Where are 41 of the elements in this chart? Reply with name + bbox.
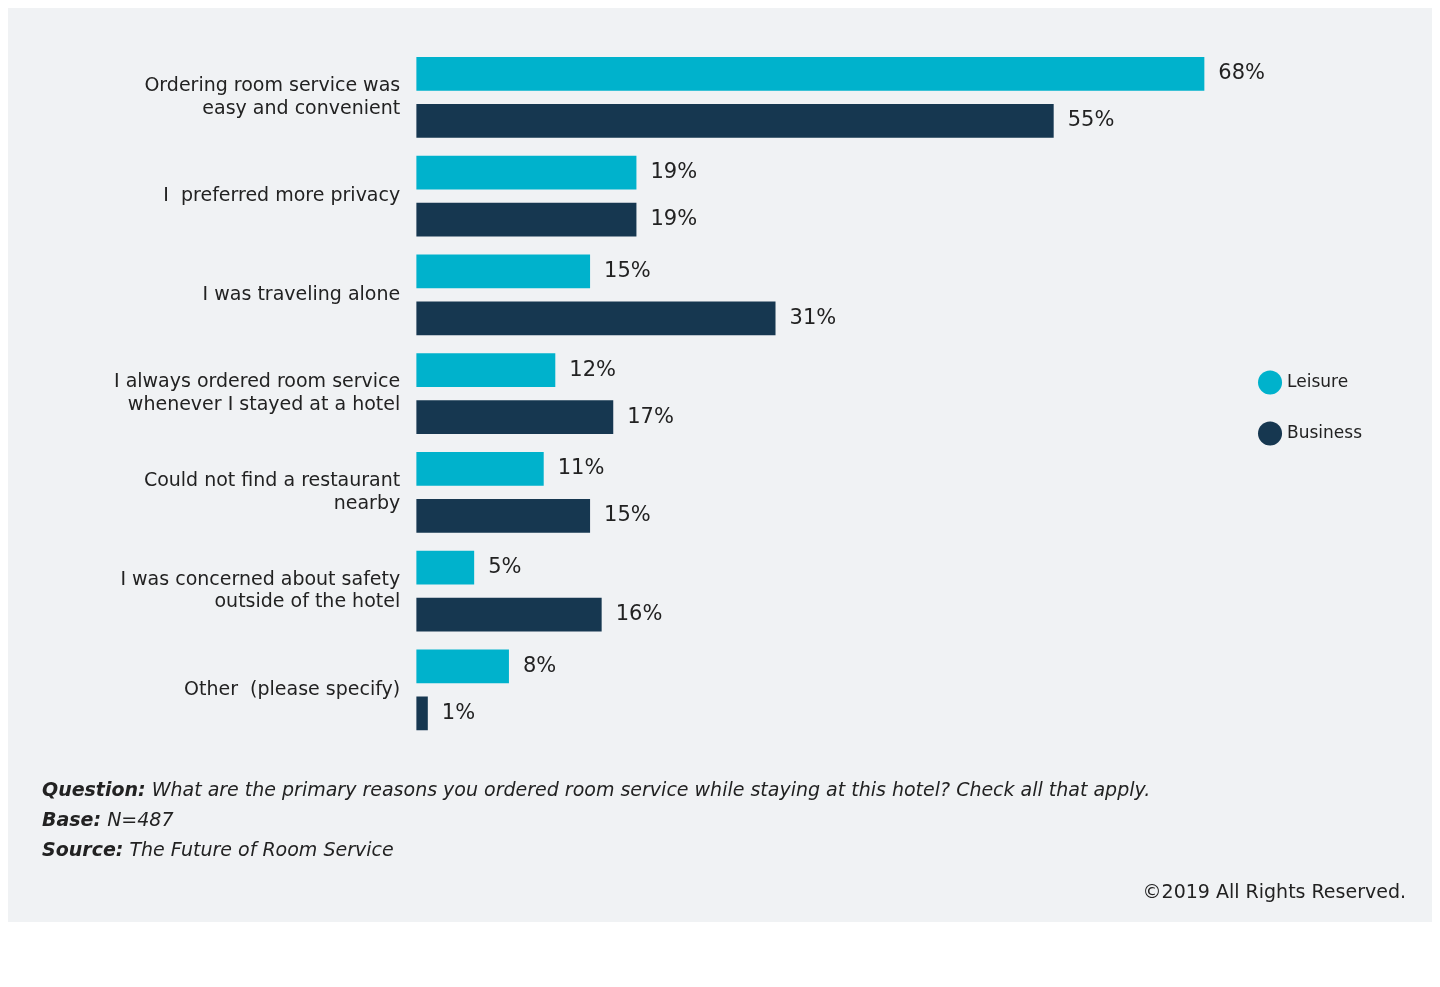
source-note: Source: The Future of Room Service <box>42 838 394 860</box>
y-tick-label: I was concerned about safety outside of the hotel <box>120 566 401 612</box>
text: ©2019 All Rights Reserved. <box>1141 880 1407 902</box>
y-tick-label: I always ordered room service whenever I stayed at a hotel <box>114 369 401 414</box>
data-label: 31% <box>789 304 837 329</box>
data-label: 16% <box>615 600 663 625</box>
data-label: 5% <box>488 554 522 579</box>
bar <box>416 696 428 731</box>
y-tick-label: Ordering room service was easy and convenient <box>144 72 401 118</box>
bar <box>416 400 614 434</box>
y-tick-label: I was traveling alone <box>202 281 401 304</box>
data-label: 15% <box>604 257 651 282</box>
bar <box>416 498 591 533</box>
bar <box>416 103 1054 138</box>
legend-label: Leisure <box>1287 370 1349 391</box>
data-label: 55% <box>1067 107 1115 132</box>
bar <box>416 57 1205 91</box>
bar <box>416 452 544 486</box>
bar <box>416 254 591 289</box>
bar <box>416 649 509 684</box>
data-label: 68% <box>1218 60 1266 85</box>
bar <box>416 550 475 585</box>
text: Question: What are the primary reasons you ordered room service while staying at this hotel? Check all that apply. <box>42 778 1151 800</box>
data-label: 19% <box>650 159 698 184</box>
y-tick-label: I preferred more privacy <box>163 183 401 206</box>
y-tick-label: Could not find a restaurant nearby <box>143 467 401 513</box>
data-label: 17% <box>627 403 674 428</box>
data-label: 19% <box>650 206 698 231</box>
data-label: 12% <box>569 356 616 381</box>
data-label: 15% <box>604 502 651 527</box>
data-label: 8% <box>522 652 557 677</box>
bar <box>416 301 776 336</box>
data-label: 11% <box>557 455 605 480</box>
data-label: 1% <box>441 699 476 724</box>
bar <box>416 353 556 388</box>
legend-label: Business <box>1287 421 1363 442</box>
y-tick-label: Other (please specify) <box>184 676 401 699</box>
bar <box>416 202 637 237</box>
bar <box>416 155 637 190</box>
bar <box>416 597 602 632</box>
text: Base: N=487 <box>42 808 174 830</box>
